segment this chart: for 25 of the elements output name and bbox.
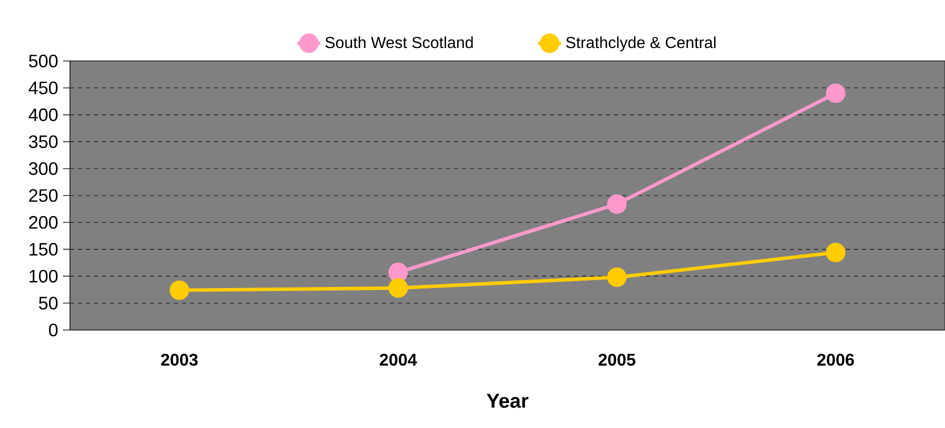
point (826, 242, 846, 262)
y-tick-label: 250 (29, 189, 58, 202)
point (170, 280, 190, 300)
point (826, 84, 846, 104)
y-tick-label: 100 (30, 270, 58, 283)
y-tick-label: 300 (28, 162, 58, 175)
point (607, 194, 627, 214)
x-tick-label: 2004 (380, 354, 417, 366)
y-tick-label: 200 (29, 216, 58, 229)
y-tick-label: 450 (28, 82, 58, 94)
x-tick-label: 2005 (598, 354, 636, 366)
x-axis-title: Year (486, 394, 528, 408)
y-tick-label: 0 (48, 324, 58, 336)
x-tick-label: 2006 (817, 354, 854, 366)
point (388, 278, 408, 298)
y-tick-label: 400 (28, 108, 58, 122)
point (388, 262, 408, 282)
y-tick-label: 500 (28, 54, 58, 68)
y-tick-label: 150 (30, 242, 58, 256)
legend-label: Strathclyde & Central (566, 36, 716, 52)
y-tick-label: 350 (28, 135, 58, 148)
y-tick-label: 50 (38, 296, 58, 310)
legend-label: South West Scotland (325, 36, 473, 48)
x-tick-label: 2003 (161, 354, 198, 366)
point (607, 268, 627, 288)
